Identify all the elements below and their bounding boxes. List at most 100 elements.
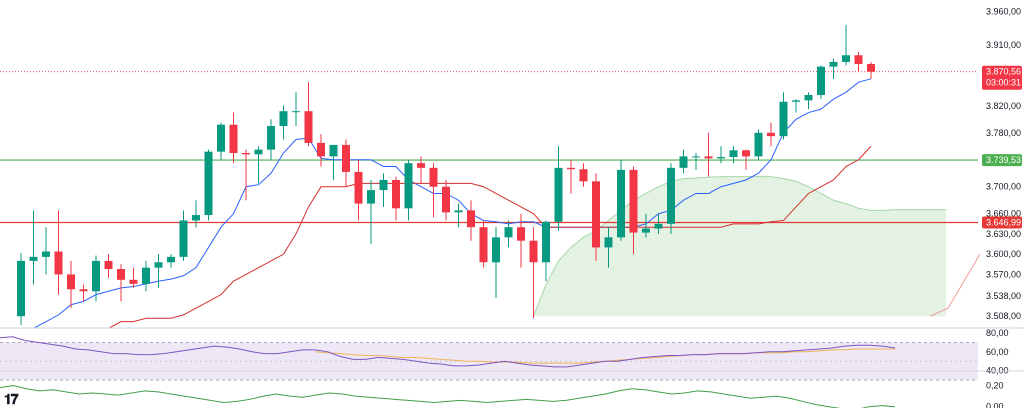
- level-badge-5: [982, 154, 1022, 167]
- candle-body: [367, 190, 375, 204]
- candle-1: [29, 210, 38, 285]
- candle-body: [717, 157, 725, 159]
- candle-body: [92, 260, 100, 292]
- candle-2: [42, 227, 50, 275]
- rsi-tick-0: 80,00: [986, 328, 1009, 338]
- candle-body: [42, 251, 50, 257]
- candle-body: [604, 237, 613, 248]
- candle-body: [354, 171, 363, 204]
- candle-8: [117, 264, 125, 302]
- price-tick-10: 3.600,00: [986, 249, 1021, 259]
- level-label-5: 3.739,53: [986, 155, 1021, 165]
- candle-57: [729, 146, 738, 164]
- candle-50: [642, 213, 650, 238]
- candle-3: [54, 210, 63, 295]
- candle-body: [554, 167, 563, 222]
- candle-66: [842, 24, 850, 66]
- candle-61: [779, 92, 788, 140]
- price-tick-7: 3.660,00: [986, 209, 1021, 219]
- candle-body: [279, 111, 288, 127]
- candle-15: [204, 149, 213, 221]
- candle-body: [842, 55, 850, 62]
- candle-body: [317, 142, 325, 157]
- macd-line: [0, 385, 896, 408]
- candle-body: [129, 279, 138, 284]
- candle-40: [517, 213, 525, 268]
- candle-55: [704, 132, 713, 177]
- candle-body: [792, 100, 800, 102]
- rsi-line: [0, 336, 896, 368]
- candle-4: [67, 260, 75, 309]
- level-badge-8: [982, 216, 1022, 229]
- candle-body: [667, 167, 675, 224]
- candle-18: [242, 149, 250, 201]
- candle-28: [367, 179, 375, 245]
- candle-58: [742, 149, 750, 170]
- countdown-label: 03:00:31: [986, 78, 1021, 88]
- tradingview-logo-icon: 𝟏𝟕: [4, 392, 19, 408]
- candle-23: [304, 82, 313, 147]
- candle-53: [679, 149, 688, 174]
- candle-body: [392, 179, 400, 209]
- candle-body: [429, 167, 438, 187]
- candles: [17, 24, 875, 325]
- level-label-8: 3.646,99: [986, 217, 1021, 227]
- lagging-span-line: [929, 253, 980, 317]
- candle-41: [529, 227, 538, 319]
- price-tick-6: 3.700,00: [986, 182, 1021, 192]
- candle-38: [492, 227, 500, 299]
- price-levels: [0, 71, 978, 224]
- candle-body: [692, 156, 700, 158]
- candle-body: [467, 210, 475, 228]
- candle-body: [242, 153, 250, 155]
- candle-43: [554, 146, 563, 231]
- price-tick-4: 3.780,00: [986, 128, 1021, 138]
- candle-body: [492, 237, 500, 263]
- candle-42: [542, 220, 550, 282]
- price-tick-11: 3.570,00: [986, 269, 1021, 279]
- candle-body: [854, 55, 863, 64]
- candle-body: [767, 132, 775, 137]
- candle-body: [379, 179, 388, 191]
- candle-59: [754, 129, 763, 160]
- candle-body: [104, 260, 113, 270]
- candle-37: [479, 220, 488, 268]
- candle-49: [629, 166, 638, 255]
- candle-24: [317, 134, 325, 167]
- candle-body: [454, 210, 463, 213]
- candle-body: [229, 124, 238, 154]
- candle-14: [192, 200, 200, 228]
- candle-13: [179, 210, 188, 261]
- candle-62: [792, 99, 800, 113]
- price-tick-9: 3.630,00: [986, 229, 1021, 239]
- candle-5: [79, 284, 88, 302]
- candle-12: [167, 254, 175, 268]
- candle-body: [79, 289, 88, 292]
- candle-body: [504, 227, 513, 238]
- candle-body: [679, 156, 688, 168]
- candle-36: [467, 200, 475, 241]
- candle-body: [642, 228, 650, 233]
- candle-68: [867, 61, 875, 79]
- candle-6: [92, 255, 100, 302]
- price-tick-12: 3.538,00: [986, 291, 1021, 301]
- candle-body: [342, 144, 350, 172]
- candle-body: [729, 150, 738, 158]
- candle-22: [292, 92, 300, 127]
- candle-67: [854, 51, 863, 73]
- price-tick-1: 3.910,00: [986, 40, 1021, 50]
- candle-body: [204, 151, 213, 216]
- candle-63: [804, 92, 813, 110]
- candle-65: [829, 58, 838, 79]
- candle-27: [354, 159, 363, 221]
- candle-body: [254, 149, 263, 155]
- candle-31: [404, 159, 413, 221]
- rsi-tick-1: 60,00: [986, 347, 1009, 357]
- candle-51: [654, 213, 663, 234]
- candle-body: [267, 126, 275, 150]
- candle-19: [254, 146, 263, 184]
- candle-39: [504, 220, 513, 248]
